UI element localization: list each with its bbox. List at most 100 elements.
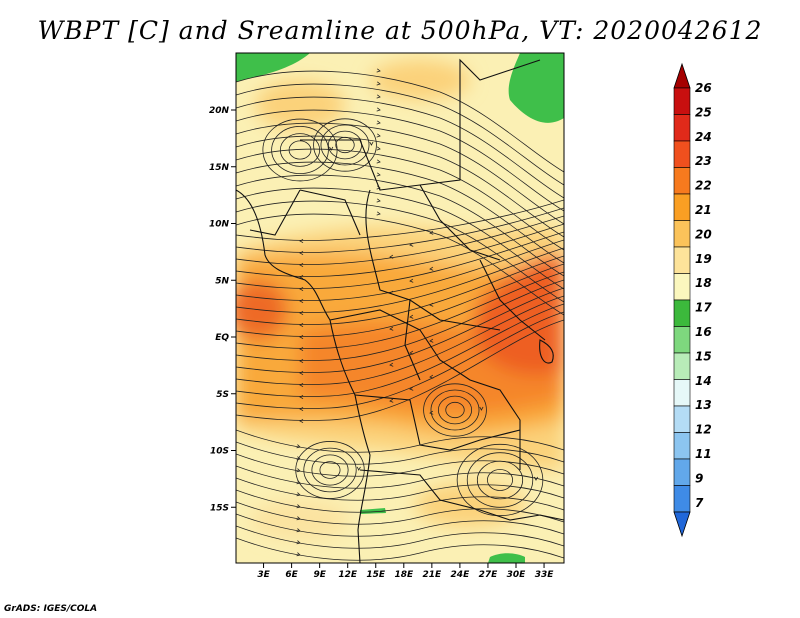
lat-tick-label: 10N <box>209 220 230 230</box>
streamline-arrow <box>389 398 394 403</box>
colorbar-label: 26 <box>695 81 712 95</box>
streamline-arrow <box>299 406 304 412</box>
streamline-arrow <box>389 362 394 367</box>
streamline <box>236 263 564 337</box>
streamline-arrow <box>376 159 381 164</box>
streamline-arrow <box>299 298 304 304</box>
streamline <box>236 489 564 513</box>
streamline <box>236 213 564 316</box>
colorbar-label: 20 <box>695 227 712 241</box>
streamline <box>236 83 564 186</box>
streamline-gyre <box>430 389 480 431</box>
streamline <box>236 303 564 397</box>
streamline <box>236 109 564 212</box>
borders <box>236 58 564 563</box>
streamline-gyre <box>303 447 357 493</box>
streamline <box>236 200 564 303</box>
lat-tick-label: 5N <box>215 276 229 286</box>
streamline-arrow <box>376 133 381 138</box>
streamline <box>236 135 564 238</box>
streamline-arrow <box>376 120 381 125</box>
colorbar-segment <box>673 87 691 115</box>
streamline <box>236 207 564 253</box>
lat-tick-label: 10S <box>210 447 229 457</box>
streamline-gyre <box>319 461 341 479</box>
streamline <box>236 239 564 301</box>
longitude-axis: 3E 6E 9E 12E 15E 18E 21E 24E 27E 30E 33E <box>257 563 554 580</box>
streamline-gyre <box>486 469 513 491</box>
lat-tick-label: 5S <box>216 390 229 400</box>
lon-tick-label: 3E <box>257 570 270 580</box>
streamline-arrow <box>376 107 381 112</box>
lat-tick-label: 15N <box>209 163 230 173</box>
colorbar-segment <box>673 326 691 354</box>
streamline-arrow <box>299 238 304 244</box>
streamline-arrow <box>296 528 301 533</box>
colorbar-segment <box>673 193 691 221</box>
colorbar-segment <box>673 220 691 248</box>
colorbar-label: 19 <box>695 252 712 266</box>
streamline-arrow <box>429 230 434 235</box>
colorbar-label: 23 <box>695 154 712 168</box>
streamline-arrow <box>479 406 484 411</box>
colorbar-top-arrow <box>673 62 691 89</box>
colorbar-label: 13 <box>695 398 712 412</box>
lon-tick-label: 12E <box>338 570 358 580</box>
colorbar-segment <box>673 485 691 513</box>
streamline-arrow <box>409 386 414 391</box>
colorbar-label: 15 <box>695 349 712 363</box>
streamline <box>236 513 564 537</box>
colorbar-label: 18 <box>695 276 712 290</box>
streamline <box>236 279 564 361</box>
colorbar-segment <box>673 432 691 460</box>
streamline-arrow <box>296 552 301 557</box>
lon-tick-label: 9E <box>313 570 326 580</box>
streamline <box>236 501 564 525</box>
lon-tick-label: 27E <box>479 570 499 580</box>
colorbar-label: 21 <box>695 203 712 217</box>
colorbar-label: 24 <box>695 130 712 144</box>
streamline-gyre <box>313 118 377 172</box>
lon-tick-label: 21E <box>423 570 443 580</box>
colorbar-label: 9 <box>695 471 703 485</box>
colorbar-segment <box>673 273 691 301</box>
lon-tick-label: 33E <box>535 570 555 580</box>
streamline-arrow <box>299 382 304 388</box>
streamline-arrow <box>299 358 304 364</box>
streamline-arrow <box>296 492 301 497</box>
streamline <box>236 271 564 349</box>
streamline-arrow <box>369 141 374 146</box>
streamline-arrow <box>376 172 381 177</box>
grads-footer: GrADS: IGES/COLA <box>4 604 98 614</box>
streamline-gyre <box>271 125 329 175</box>
colorbar-label: 25 <box>695 105 712 119</box>
streamline-arrow <box>299 250 304 256</box>
streamline <box>236 311 564 409</box>
streamline-arrow <box>296 480 301 485</box>
streamline <box>236 525 564 549</box>
streamline-gyre <box>423 383 487 437</box>
streamline <box>236 295 564 385</box>
streamline <box>236 187 564 290</box>
streamline-arrow <box>296 444 301 449</box>
streamline <box>236 148 564 251</box>
colorbar-segment <box>673 114 691 142</box>
streamline-arrow <box>376 146 381 151</box>
streamline-arrow <box>429 266 434 271</box>
streamline <box>236 319 564 421</box>
colorbar-segment <box>673 167 691 195</box>
streamline <box>236 287 564 373</box>
lon-tick-label: 15E <box>366 570 386 580</box>
streamline <box>236 231 564 289</box>
streamline-arrow <box>299 262 304 268</box>
lat-tick-label: 20N <box>209 106 230 116</box>
streamline-arrow <box>429 338 434 343</box>
streamline-gyre <box>437 395 473 425</box>
colorbar-segment <box>673 352 691 380</box>
colorbar-label: 17 <box>695 301 712 315</box>
streamline <box>236 477 564 501</box>
streamline <box>236 96 564 199</box>
lon-tick-label: 6E <box>285 570 298 580</box>
colorbar-segment <box>673 299 691 327</box>
